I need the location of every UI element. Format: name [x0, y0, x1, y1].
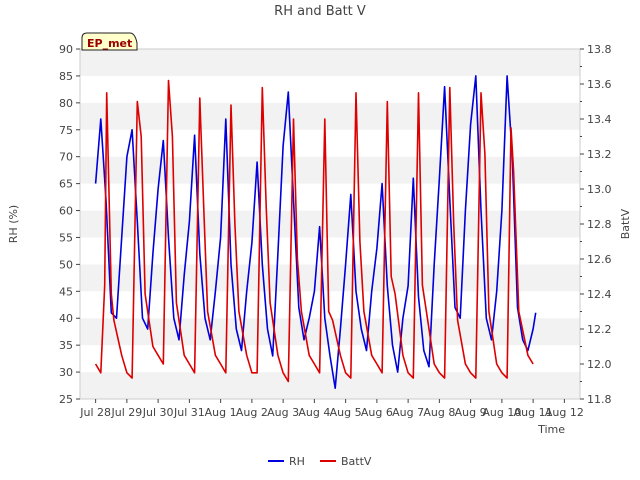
legend-label-battv: BattV — [341, 455, 372, 468]
station-label: EP_met — [87, 37, 132, 50]
chart-title: RH and Batt V — [274, 4, 366, 19]
grid-band — [80, 102, 580, 130]
x-tick-label: Aug 6 — [361, 406, 393, 419]
series-rh — [94, 75, 537, 389]
x-tick-label: Jul 30 — [142, 406, 174, 419]
right-tick-label: 12.4 — [587, 288, 612, 301]
left-tick-label: 85 — [59, 70, 73, 83]
station-label-tab — [81, 32, 138, 51]
x-tick-label: Aug 5 — [330, 406, 362, 419]
left-axis-label: RH (%) — [7, 205, 20, 243]
left-tick-label: 55 — [59, 231, 73, 244]
grid-band — [80, 210, 580, 238]
x-tick-label: Aug 11 — [514, 406, 553, 419]
station-label-box: EP_met — [81, 32, 138, 51]
grid-band — [80, 318, 580, 346]
grid-band — [80, 264, 580, 292]
left-tick-label: 50 — [59, 258, 73, 271]
right-tick-label: 13.4 — [587, 113, 612, 126]
left-tick-label: 80 — [59, 97, 73, 110]
grid-band — [80, 372, 580, 399]
x-tick-label: Aug 4 — [298, 406, 330, 419]
x-tick-label: Aug 8 — [423, 406, 455, 419]
right-tick-label: 12.6 — [587, 253, 612, 266]
left-tick-label: 40 — [59, 312, 73, 325]
series-battv — [94, 79, 534, 383]
x-tick-label: Aug 7 — [392, 406, 424, 419]
left-tick-label: 30 — [59, 366, 73, 379]
legend: RH BattV — [268, 455, 372, 468]
left-tick-label: 90 — [59, 43, 73, 56]
series-line-battv — [94, 79, 534, 383]
left-tick-label: 60 — [59, 205, 73, 218]
x-tick-label: Jul 29 — [110, 406, 142, 419]
x-tick-label: Jul 28 — [79, 406, 111, 419]
grid-band — [80, 183, 580, 211]
left-tick-label: 70 — [59, 151, 73, 164]
series-line-rh — [94, 75, 537, 389]
grid-band — [80, 156, 580, 184]
left-tick-label: 25 — [59, 393, 73, 406]
x-axis-label: Time — [537, 423, 565, 436]
right-tick-label: 12.2 — [587, 323, 612, 336]
right-tick-label: 13.8 — [587, 43, 612, 56]
grid-band — [80, 49, 580, 76]
left-tick-label: 65 — [59, 178, 73, 191]
legend-label-rh: RH — [289, 455, 305, 468]
right-tick-label: 12.8 — [587, 218, 612, 231]
x-tick-label: Jul 31 — [173, 406, 205, 419]
x-tick-label: Aug 3 — [267, 406, 299, 419]
left-tick-label: 75 — [59, 124, 73, 137]
right-axis-ticks: 11.8 12.0 12.2 12.4 12.6 12.8 13.0 13.2 13.4 13.6… — [580, 43, 612, 406]
right-tick-label: 12.0 — [587, 358, 612, 371]
right-tick-label: 13.2 — [587, 148, 612, 161]
right-axis-label: BattV — [619, 208, 632, 239]
grid-band — [80, 237, 580, 265]
right-tick-label: 13.6 — [587, 78, 612, 91]
x-tick-label: Aug 2 — [236, 406, 268, 419]
left-tick-label: 35 — [59, 339, 73, 352]
right-tick-label: 13.0 — [587, 183, 612, 196]
right-tick-label: 11.8 — [587, 393, 612, 406]
x-tick-label: Aug 1 — [205, 406, 237, 419]
x-tick-label: Aug 12 — [545, 406, 584, 419]
x-tick-label: Aug 10 — [482, 406, 521, 419]
x-tick-label: Aug 9 — [455, 406, 487, 419]
left-axis-ticks: 25 30 35 40 45 50 55 60 65 70 75 80 85 90 — [59, 43, 80, 406]
grid-band — [80, 75, 580, 103]
left-tick-label: 45 — [59, 285, 73, 298]
